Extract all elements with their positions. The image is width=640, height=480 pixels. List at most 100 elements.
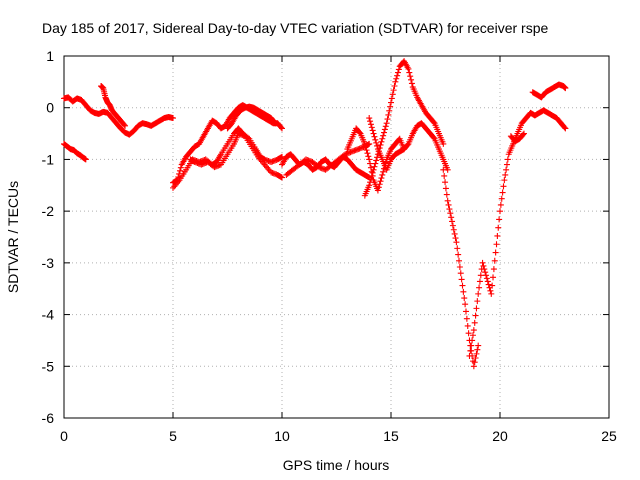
data-point: [386, 107, 393, 114]
series-track-a: [61, 94, 176, 138]
data-point: [387, 103, 394, 110]
data-point: [374, 142, 381, 149]
data-point: [82, 156, 89, 163]
data-point: [272, 120, 279, 127]
data-marks: [61, 58, 569, 370]
y-tick-label: -3: [42, 255, 55, 271]
data-point: [490, 274, 497, 281]
data-point: [382, 123, 389, 130]
data-point: [367, 179, 374, 186]
data-point: [170, 115, 176, 122]
data-point: [384, 116, 391, 123]
data-point: [408, 80, 415, 87]
data-point: [475, 342, 482, 349]
data-point: [373, 157, 380, 164]
x-tick-label: 20: [492, 428, 508, 444]
data-point: [483, 272, 490, 279]
y-axis-label: SDTVAR / TECUs: [5, 181, 21, 293]
data-point: [462, 301, 469, 308]
data-point: [444, 197, 451, 204]
data-point: [456, 257, 463, 264]
data-point: [503, 166, 510, 173]
data-point: [468, 342, 475, 349]
data-point: [377, 141, 384, 148]
data-point: [457, 270, 464, 277]
data-point: [369, 169, 376, 176]
data-point: [370, 166, 377, 173]
data-point: [365, 153, 372, 160]
data-point: [460, 288, 467, 295]
data-point: [489, 282, 496, 289]
data-point: [383, 120, 390, 127]
data-point: [480, 262, 487, 269]
data-point: [484, 278, 491, 285]
data-point: [497, 201, 504, 208]
data-point: [391, 82, 398, 89]
data-point: [389, 91, 396, 98]
data-point: [451, 230, 458, 237]
plot-frame: [63, 55, 610, 419]
data-point: [388, 95, 395, 102]
data-point: [446, 206, 453, 213]
data-point: [379, 135, 386, 142]
data-point: [503, 161, 510, 168]
series-track-c: [98, 82, 129, 129]
x-tick-label: 5: [169, 428, 177, 444]
data-point: [176, 167, 183, 174]
series-track-j: [344, 120, 451, 194]
data-point: [392, 78, 399, 85]
data-point: [501, 177, 508, 184]
data-point: [562, 125, 569, 132]
x-tick-label: 25: [601, 428, 617, 444]
data-point: [388, 99, 394, 106]
data-point: [441, 172, 448, 179]
data-point: [375, 184, 382, 191]
data-point: [430, 119, 437, 126]
data-point: [372, 136, 379, 143]
data-point: [500, 183, 507, 190]
series-track-i: [283, 140, 373, 178]
data-point: [381, 129, 388, 136]
data-point: [381, 126, 388, 133]
data-point: [477, 272, 484, 279]
data-point: [474, 346, 481, 353]
data-point: [393, 75, 400, 82]
data-point: [442, 185, 449, 192]
data-point: [487, 287, 494, 294]
x-tick-label: 15: [383, 428, 399, 444]
data-point: [504, 156, 511, 163]
y-tick-label: -4: [42, 307, 55, 323]
data-point: [361, 140, 368, 147]
data-point: [461, 295, 468, 302]
data-point: [469, 332, 476, 339]
data-point: [279, 174, 285, 181]
data-point: [482, 269, 489, 276]
data-point: [472, 312, 479, 319]
data-point: [455, 251, 462, 258]
series-track-p: [507, 130, 527, 145]
data-point: [366, 156, 373, 163]
x-tick-label: 10: [274, 428, 290, 444]
data-point: [407, 73, 414, 80]
data-point: [464, 322, 471, 329]
data-point: [463, 315, 470, 322]
data-point: [494, 232, 501, 239]
data-point: [442, 179, 449, 186]
data-point: [271, 119, 278, 126]
data-point: [394, 69, 401, 76]
data-point: [473, 305, 480, 312]
y-tick-label: -2: [42, 203, 55, 219]
data-point: [491, 257, 498, 264]
data-point: [445, 201, 452, 208]
data-point: [470, 327, 477, 334]
data-point: [378, 175, 385, 182]
x-ticks: 0 5 10 15 20 25: [60, 56, 617, 444]
data-point: [496, 216, 503, 223]
data-point: [498, 195, 505, 202]
data-point: [561, 124, 568, 131]
data-point: [465, 330, 472, 337]
data-point: [364, 150, 371, 157]
data-point: [440, 140, 447, 147]
data-point: [488, 290, 495, 297]
data-point: [367, 121, 374, 128]
